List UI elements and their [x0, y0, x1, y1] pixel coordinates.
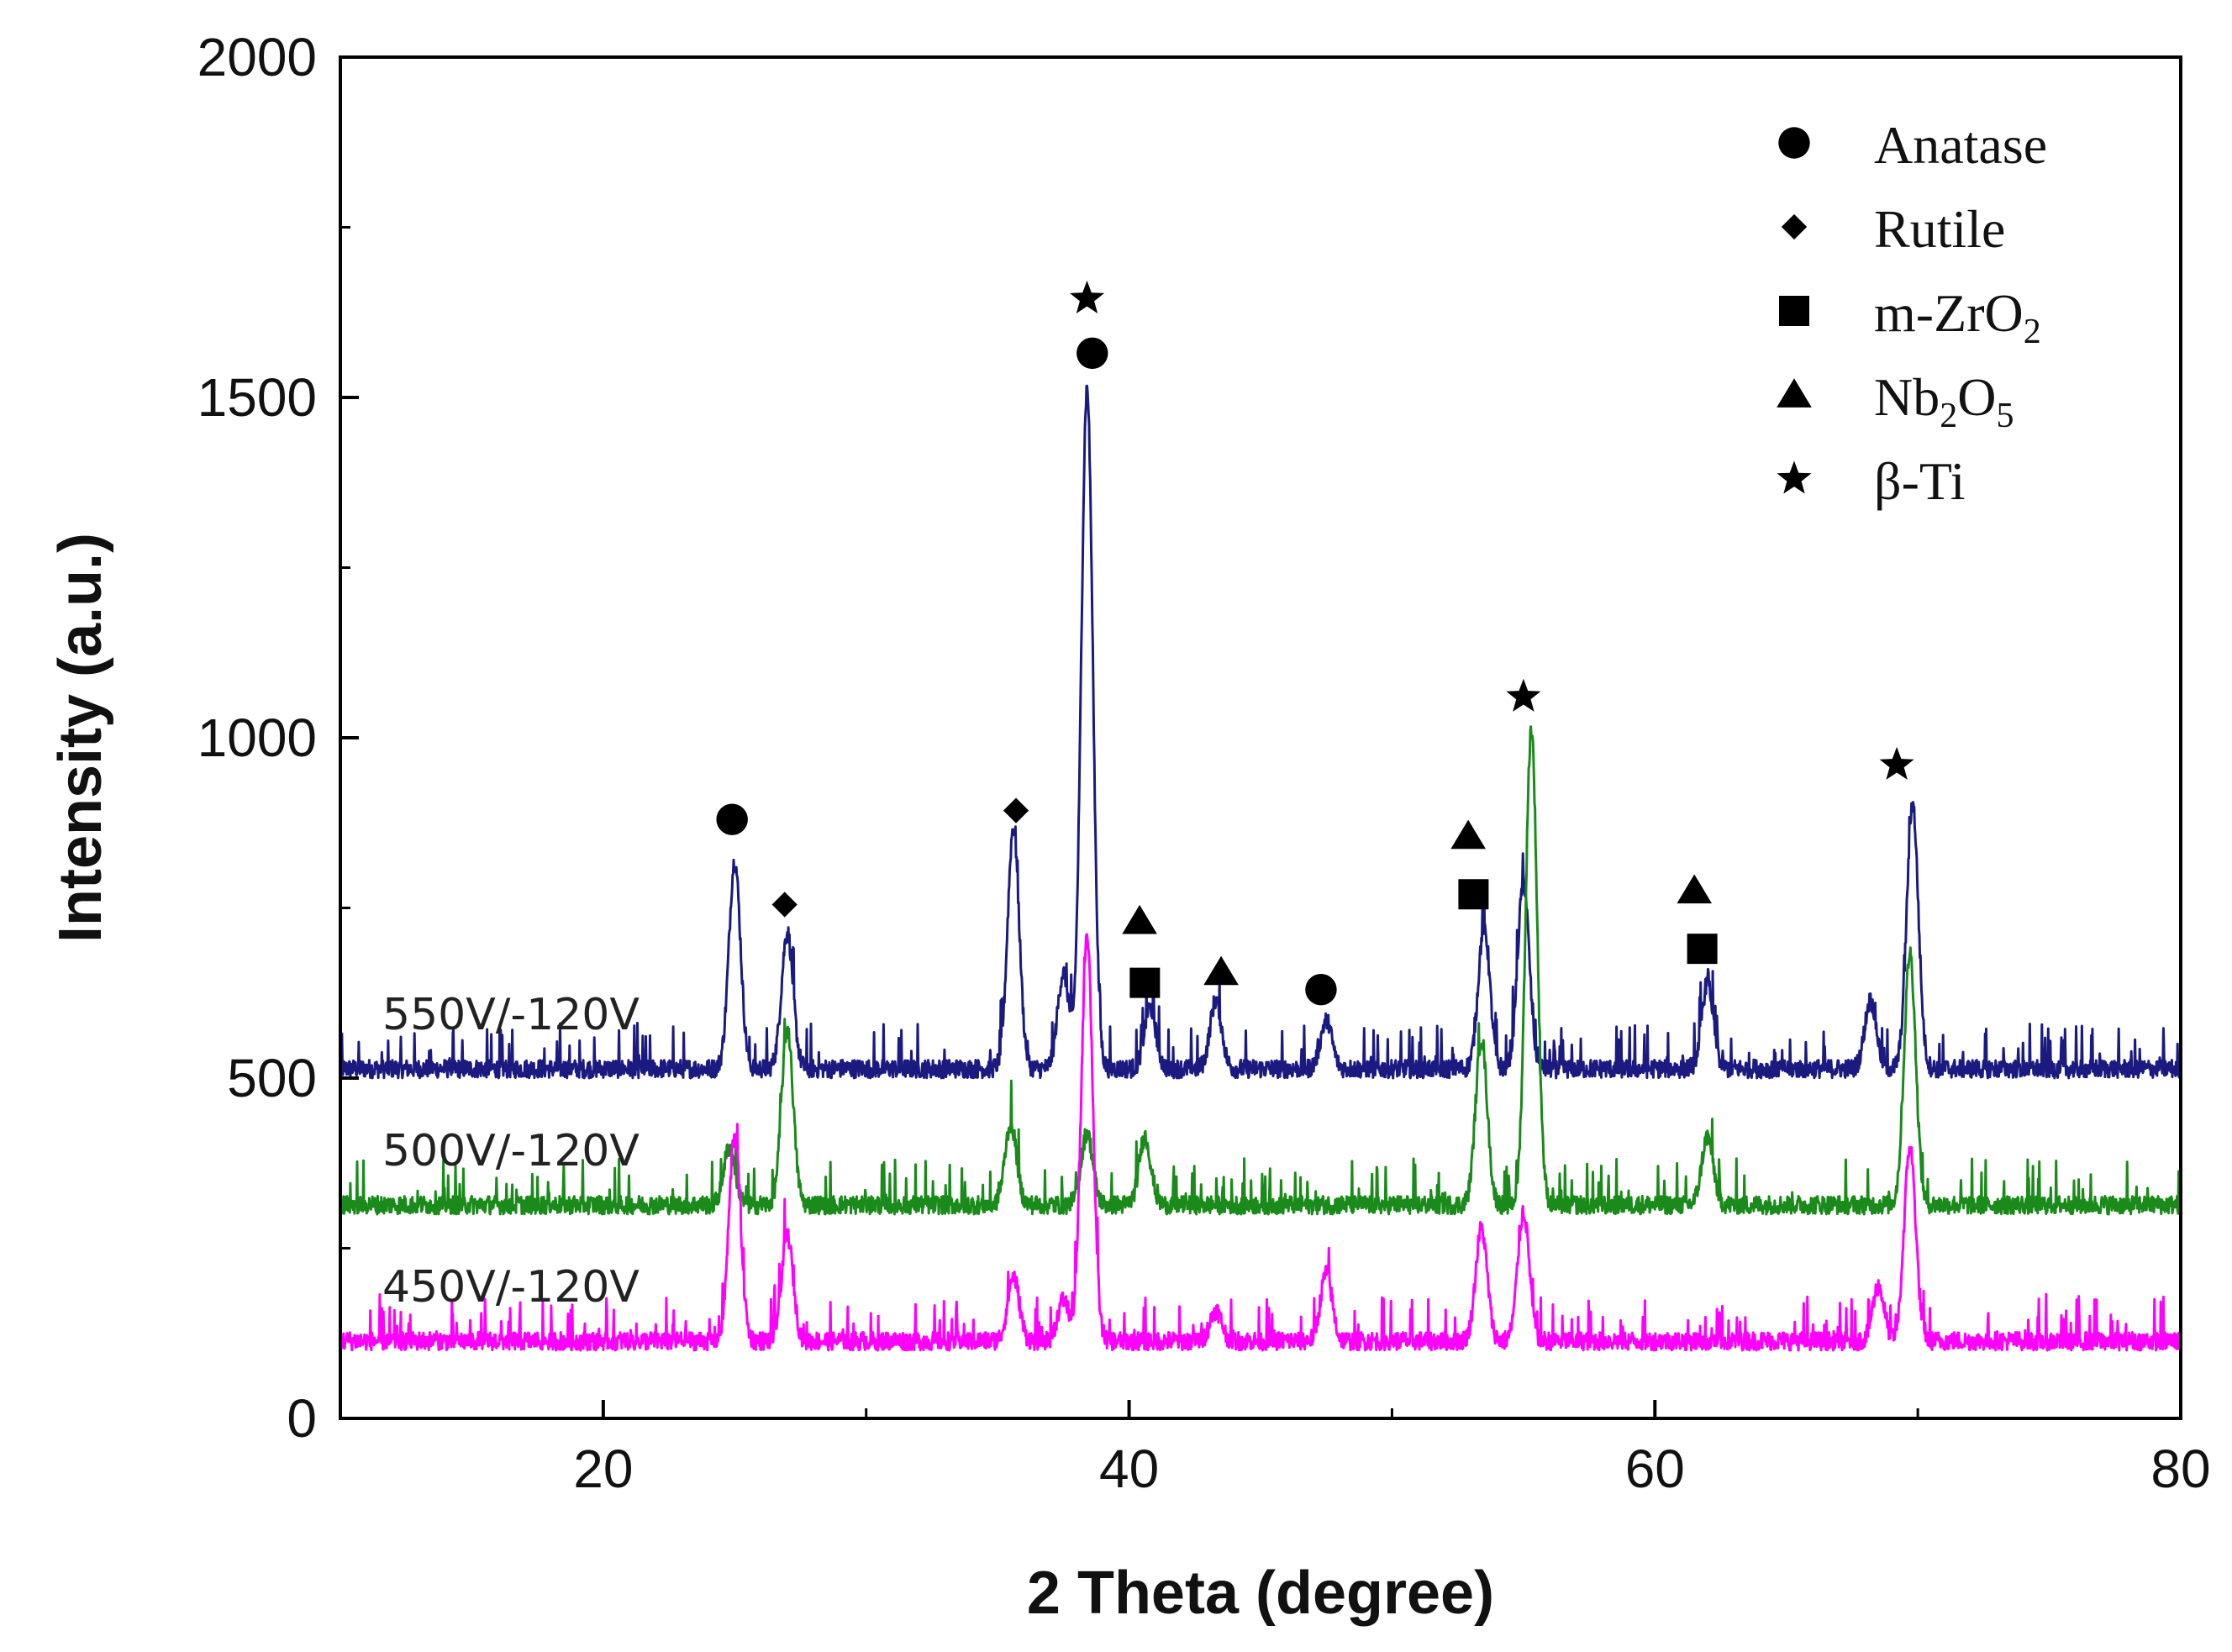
- y-tick-label: 0: [287, 1388, 317, 1449]
- x-tick-label: 80: [2150, 1439, 2210, 1499]
- series-label: 450V/-120V: [382, 1262, 640, 1313]
- y-axis-title: Intensity (a.u.): [47, 533, 114, 943]
- y-tick-label: 1500: [197, 367, 317, 428]
- circle-peak-marker: [1305, 973, 1337, 1006]
- star-peak-marker: [1879, 746, 1914, 780]
- legend-label: Nb2O5: [1874, 367, 2014, 435]
- triangle-peak-marker: [1203, 955, 1239, 986]
- legend: Anatase Rutile m-ZrO2 Nb2O5 β-Ti: [1777, 115, 2047, 511]
- series-label: 550V/-120V: [382, 990, 640, 1040]
- y-tick-label: 500: [227, 1048, 317, 1108]
- x-tick-label: 20: [573, 1439, 633, 1499]
- circle-peak-marker: [716, 803, 748, 835]
- triangle-peak-marker: [1122, 904, 1157, 934]
- x-axis-title: 2 Theta (degree): [1027, 1560, 1494, 1627]
- tick-layer: 20 40 60 80 0 500 1000 1500 2000: [197, 27, 2211, 1499]
- series-label-layer: 550V/-120V 500V/-120V 450V/-120V: [382, 990, 640, 1313]
- x-tick-label: 40: [1099, 1439, 1159, 1499]
- triangle-peak-marker: [1450, 819, 1486, 850]
- star-peak-marker: [1070, 280, 1105, 313]
- square-peak-marker: [1458, 879, 1489, 910]
- peak-marker-layer: [716, 280, 1914, 1006]
- star-legend-icon: [1777, 460, 1812, 494]
- legend-label: Rutile: [1874, 199, 2005, 259]
- triangle-legend-icon: [1777, 378, 1812, 408]
- square-peak-marker: [1687, 934, 1718, 965]
- square-legend-icon: [1779, 296, 1809, 326]
- legend-label: m-ZrO2: [1874, 283, 2041, 351]
- series-line-1: [339, 384, 2182, 1080]
- legend-label: β-Ti: [1874, 451, 1966, 511]
- diamond-peak-marker: [1003, 797, 1029, 823]
- y-tick-label: 1000: [197, 708, 317, 768]
- circle-legend-icon: [1778, 127, 1810, 159]
- series-line-3: [339, 933, 2182, 1352]
- series-layer: [339, 384, 2182, 1352]
- y-tick-label: 2000: [197, 27, 317, 87]
- series-label: 500V/-120V: [382, 1126, 640, 1176]
- x-tick-label: 60: [1625, 1439, 1685, 1499]
- legend-label: Anatase: [1874, 115, 2047, 175]
- star-peak-marker: [1506, 678, 1541, 712]
- circle-peak-marker: [1077, 337, 1108, 370]
- square-peak-marker: [1129, 967, 1161, 998]
- diamond-peak-marker: [771, 892, 798, 918]
- series-line-2: [339, 725, 2182, 1216]
- triangle-peak-marker: [1677, 874, 1713, 904]
- diamond-legend-icon: [1781, 213, 1808, 240]
